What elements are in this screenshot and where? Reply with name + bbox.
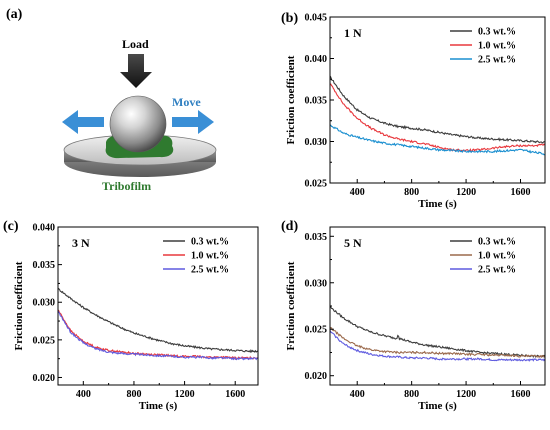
y-axis-title-b: Friction coefficient [285,55,297,144]
down-arrow-icon [120,54,152,88]
panel-label-c: (c) [3,219,19,234]
x-tick-label-d-0: 400 [350,389,365,400]
x-tick-label-b-2: 1200 [456,187,476,198]
steel-ball-icon [109,95,167,153]
chart-panel-b: (b) 400 800 1200 1600 0.025 0.030 0.035 0.040 0.0… [281,11,546,210]
series-line-b-1 [330,83,545,153]
x-tick-label-c-3: 1600 [225,389,245,400]
x-tick-label-d-1: 800 [404,389,419,400]
disc-icon [63,134,217,177]
y-tick-label-d-0: 0.020 [305,371,328,382]
move-label: Move [172,95,201,109]
load-annotation-d: 5 N [344,236,362,250]
legend-label-c-0: 0.3 wt.% [191,237,229,248]
legend-label-b-2: 2.5 wt.% [478,55,516,66]
y-tick-label-b-0: 0.025 [305,179,328,190]
x-tick-label-b-3: 1600 [511,187,531,198]
schematic-panel: (a) Load Move Tribofilm [6,7,217,193]
load-label: Load [122,37,149,51]
y-axis-title-c: Friction coefficient [13,261,25,350]
right-arrow-icon [172,110,214,134]
y-tick-label-c-3: 0.035 [33,260,56,271]
chart-panel-d: (d) 400 800 1200 1600 0.020 0.025 0.030 0.035 Tim… [281,219,546,412]
y-tick-label-b-1: 0.030 [305,137,328,148]
series-line-b-2 [330,124,545,156]
y-tick-label-d-2: 0.030 [305,278,328,289]
series-line-d-2 [330,330,545,362]
chart-panel-c: (c) 400 800 1200 1600 0.020 0.025 0.030 0.035 0.0… [3,219,259,412]
y-tick-label-d-1: 0.025 [305,325,328,336]
legend-label-c-1: 1.0 wt.% [191,251,229,262]
y-tick-label-d-3: 0.035 [305,232,328,243]
panel-label-b: (b) [281,11,298,26]
legend-label-d-1: 1.0 wt.% [478,251,516,262]
y-tick-label-b-4: 0.045 [305,13,328,24]
x-tick-label-d-3: 1600 [511,389,531,400]
y-tick-label-b-2: 0.035 [305,96,328,107]
legend-label-c-2: 2.5 wt.% [191,265,229,276]
load-annotation-c: 3 N [72,236,90,250]
series-line-d-0 [330,306,545,358]
plot-frame-c [57,226,259,386]
x-axis-title-c: Time (s) [139,400,178,412]
tribofilm-label: Tribofilm [102,179,151,193]
y-tick-label-c-4: 0.040 [33,223,56,234]
x-tick-label-c-2: 1200 [175,389,195,400]
left-arrow-icon [62,110,104,134]
x-tick-label-b-1: 800 [404,187,419,198]
load-annotation-b: 1 N [344,26,362,40]
x-tick-label-b-0: 400 [350,187,365,198]
x-tick-label-c-1: 800 [126,389,141,400]
panel-label-a: (a) [6,7,23,22]
y-axis-title-d: Friction coefficient [285,261,297,350]
series-line-c-0 [58,287,258,354]
series-line-c-2 [58,310,258,361]
y-tick-label-b-3: 0.040 [305,54,328,65]
legend-label-b-1: 1.0 wt.% [478,41,516,52]
series-line-c-1 [58,309,258,360]
x-axis-title-d: Time (s) [418,400,457,412]
x-tick-label-d-2: 1200 [456,389,476,400]
x-axis-title-b: Time (s) [418,198,457,210]
legend-label-b-0: 0.3 wt.% [478,27,516,38]
legend-label-d-0: 0.3 wt.% [478,237,516,248]
y-tick-label-c-2: 0.030 [33,298,56,309]
y-tick-label-c-1: 0.025 [33,335,56,346]
y-tick-label-c-0: 0.020 [33,373,56,384]
legend-label-d-2: 2.5 wt.% [478,265,516,276]
series-line-d-1 [330,326,545,359]
panel-label-d: (d) [281,219,298,234]
series-line-b-0 [330,75,545,144]
x-tick-label-c-0: 400 [76,389,91,400]
